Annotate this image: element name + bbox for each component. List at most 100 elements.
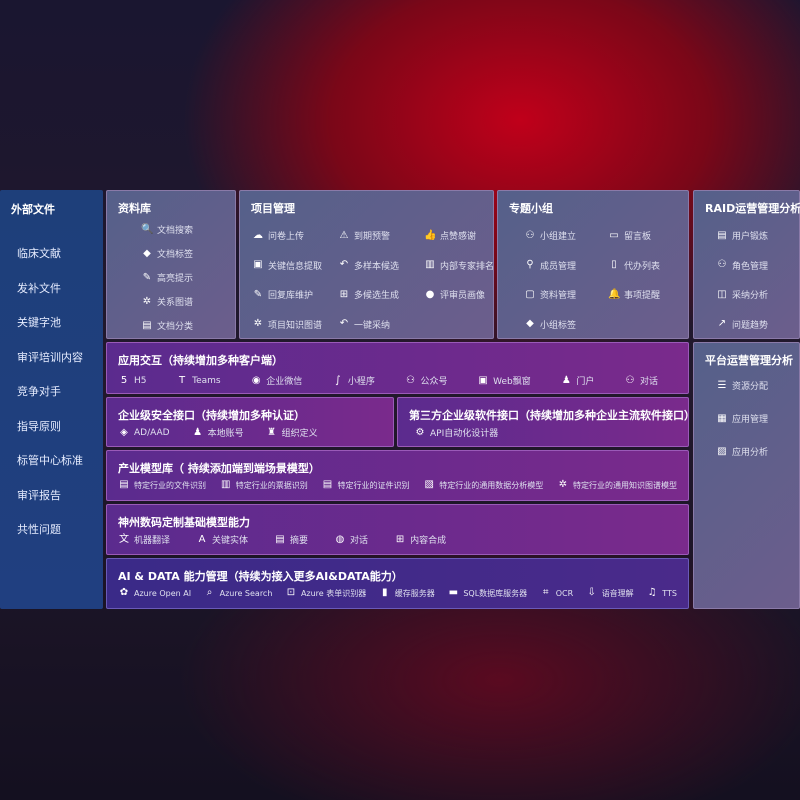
app-item[interactable]: ⚇ 对话	[624, 374, 658, 388]
search-icon: ⌕	[206, 587, 213, 598]
ai-item[interactable]: ⌕ Azure Search	[204, 587, 273, 599]
item-label: 用户锻炼	[732, 232, 769, 242]
window-icon: ▣	[253, 259, 263, 270]
third-item[interactable]: ⚙ API自动化设计器	[414, 426, 499, 440]
platform-item[interactable]: ▦ 应用管理	[716, 412, 768, 426]
project-item[interactable]: ✎ 回复库维护	[252, 288, 313, 302]
group-item[interactable]: ◆ 小组标签	[524, 318, 576, 331]
base-item[interactable]: A 关键实体	[196, 533, 248, 547]
item-label: Azure 表单识别器	[300, 588, 367, 598]
group-item[interactable]: ▭ 留言板	[608, 229, 651, 243]
security-item[interactable]: ◈ AD/AAD	[118, 427, 169, 439]
platform-item[interactable]: ▨ 应用分析	[716, 445, 768, 459]
app-item[interactable]: T Teams	[176, 375, 221, 387]
project-item[interactable]: ✲ 项目知识图谱	[252, 318, 322, 331]
base-item[interactable]: ◍ 对话	[334, 533, 369, 547]
sidebar-item[interactable]: 标管中心标准	[17, 454, 83, 467]
project-item[interactable]: ▥ 内部专家排名	[424, 259, 494, 272]
bell-icon: 🔔	[608, 288, 621, 300]
item-label: 高亮提示	[157, 274, 194, 284]
summary-icon: ▤	[275, 533, 285, 545]
raid-item[interactable]: ▤ 用户锻炼	[716, 229, 769, 243]
image-icon: ▧	[424, 479, 434, 490]
industry-item[interactable]: ▥ 特定行业的票据识别	[220, 479, 308, 491]
ai-item[interactable]: ✿ Azure Open AI	[118, 587, 191, 599]
project-item[interactable]: ⚠ 到期预警	[338, 229, 391, 243]
project-item[interactable]: ⊞ 多候选生成	[338, 288, 400, 302]
sidebar-item[interactable]: 竞争对手	[17, 385, 61, 398]
ai-item[interactable]: ▮ 缓存服务器	[379, 587, 435, 599]
id-card-icon: ▤	[717, 229, 727, 241]
app-item[interactable]: ∫ 小程序	[332, 374, 375, 388]
security-item[interactable]: ♟ 本地账号	[192, 426, 244, 440]
sidebar-item[interactable]: 指导原则	[17, 419, 61, 433]
library-item[interactable]: 🔍 文档搜索	[141, 223, 193, 237]
base-item[interactable]: 文机器翻译	[118, 533, 170, 547]
group-item[interactable]: ▢ 资料管理	[524, 288, 576, 302]
item-label: Azure Open AI	[134, 588, 192, 598]
base-item[interactable]: ▤ 摘要	[274, 533, 308, 547]
sidebar-item[interactable]: 审评培训内容	[17, 350, 83, 364]
project-item[interactable]: ▣ 关键信息提取	[252, 259, 322, 272]
industry-item[interactable]: ▤ 特定行业的文件识别	[118, 479, 206, 491]
item-label: 资源分配	[732, 382, 769, 392]
item-label: 多候选生成	[354, 291, 400, 301]
app-item[interactable]: ♟ 门户	[560, 374, 595, 388]
group-item[interactable]: ⚲ 成员管理	[524, 259, 576, 272]
group-item[interactable]: ⚇ 小组建立	[524, 229, 577, 243]
item-label: 本地账号	[207, 429, 244, 439]
platform-item[interactable]: ☰ 资源分配	[716, 379, 769, 393]
industry-item[interactable]: ✲ 特定行业的通用知识图谱模型	[557, 479, 677, 491]
app-item[interactable]: ▣ Web飘窗	[477, 374, 530, 388]
panel-project: 项目管理 ☁ 问卷上传 ⚠ 到期预警 👍 点赞感谢 ▣ 关键信息提取 ↶ 多样本候选 ▥ 内部专家排名…	[239, 190, 494, 339]
panel-third-party: 第三方企业级软件接口（持续增加多种企业主流软件接口） ⚙ API自动化设计器	[397, 397, 695, 447]
library-item[interactable]: ▤ 文档分类	[141, 319, 194, 333]
third-party-items: ⚙ API自动化设计器	[414, 426, 677, 440]
chart-icon: ▨	[717, 445, 727, 457]
base-item[interactable]: ⊞ 内容合成	[394, 533, 447, 547]
sidebar-item[interactable]: 审评报告	[17, 488, 61, 502]
app-item[interactable]: ◉ 企业微信	[250, 374, 302, 388]
item-label: 语音理解	[601, 588, 634, 598]
group-item[interactable]: ▯ 代办列表	[608, 259, 660, 272]
library-item[interactable]: ✲ 关系图谱	[141, 295, 193, 309]
panel-ai-data: AI & DATA 能力管理（持续为接入更多AI&DATA能力） ✿ Azure …	[106, 558, 689, 609]
sidebar-item[interactable]: 临床文献	[17, 247, 61, 260]
raid-item[interactable]: ↗ 问题趋势	[716, 318, 768, 331]
app-item[interactable]: 5 H5	[118, 375, 147, 387]
industry-item[interactable]: ▧ 特定行业的通用数据分析模型	[423, 479, 544, 491]
security-item[interactable]: ♜ 组织定义	[266, 426, 318, 440]
sidebar-item[interactable]: 共性问题	[17, 523, 61, 536]
item-label: 代办列表	[624, 261, 661, 272]
item-label: 点赞感谢	[440, 232, 477, 242]
ai-item[interactable]: ♫ TTS	[646, 587, 677, 599]
item-label: 文档分类	[157, 322, 194, 332]
ai-item[interactable]: ⌗ OCR	[540, 587, 573, 599]
project-item[interactable]: ↶ 一键采纳	[338, 318, 390, 331]
sidebar-item[interactable]: 关键字池	[17, 316, 61, 329]
sidebar-item[interactable]: 发补文件	[17, 281, 61, 295]
library-item[interactable]: ✎ 高亮提示	[141, 271, 194, 285]
item-label: H5	[134, 375, 147, 386]
item-label: 小组标签	[540, 320, 577, 331]
raid-item[interactable]: ⚇ 角色管理	[716, 259, 769, 272]
item-label: 对话	[350, 536, 369, 546]
project-item[interactable]: 👍 点赞感谢	[424, 229, 477, 243]
ai-item[interactable]: ▬ SQL数据库服务器	[447, 587, 528, 599]
raid-item[interactable]: ◫ 采纳分析	[716, 288, 768, 302]
ai-item[interactable]: ⊡ Azure 表单识别器	[285, 587, 367, 599]
user-add-icon: ⚲	[526, 259, 534, 270]
panel-industry-models: 产业模型库（ 持续添加端到端场景模型） ▤ 特定行业的文件识别 ▥ 特定行业的票据识别…	[106, 450, 689, 501]
doc-category-icon: ▤	[142, 319, 152, 331]
group-item[interactable]: 🔔 事项提醒	[608, 288, 660, 302]
app-item[interactable]: ⚇ 公众号	[404, 374, 448, 388]
project-item[interactable]: ☁ 问卷上传	[252, 229, 304, 243]
panel-title: 资料库	[118, 202, 151, 215]
library-item[interactable]: ◆ 文档标签	[141, 247, 193, 261]
item-label: 内容合成	[410, 536, 447, 546]
item-label: 一键采纳	[354, 320, 391, 331]
ai-item[interactable]: ⇩ 语音理解	[586, 587, 634, 599]
industry-item[interactable]: ▤ 特定行业的证件识别	[322, 479, 410, 491]
project-item[interactable]: ● 评审员画像	[424, 288, 485, 302]
project-item[interactable]: ↶ 多样本候选	[338, 259, 399, 272]
